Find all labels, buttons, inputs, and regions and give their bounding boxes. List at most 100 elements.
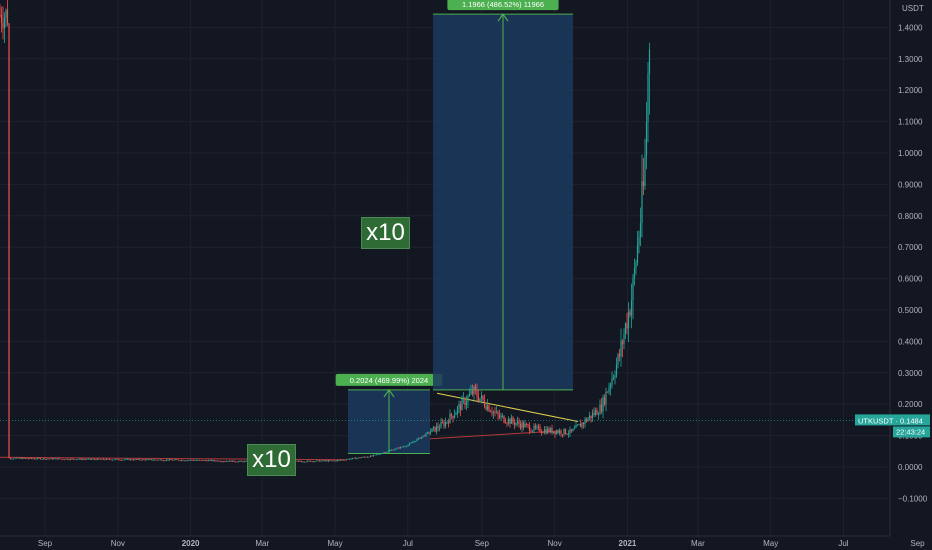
candle-body	[5, 9, 7, 18]
candle-body	[71, 458, 73, 460]
candle-body	[326, 460, 328, 462]
candle-body	[80, 458, 82, 460]
candle-body	[354, 457, 357, 459]
candle-body	[512, 417, 514, 422]
candle-body	[110, 459, 112, 461]
candle-body	[387, 450, 390, 452]
y-tick-label: 0.0000	[898, 463, 923, 472]
candle-body	[407, 444, 409, 447]
candle-body	[83, 459, 85, 460]
candle-body	[579, 423, 582, 427]
candle-body	[534, 425, 537, 428]
candle-body	[497, 411, 499, 415]
candle-body	[594, 410, 597, 415]
candle-body	[335, 460, 337, 462]
candle-body	[468, 393, 471, 397]
candle-body	[146, 459, 148, 461]
candle-body	[573, 428, 576, 430]
candle-body	[131, 459, 133, 461]
candle-body	[563, 428, 565, 435]
candle-body	[629, 311, 631, 316]
candle-body	[381, 452, 384, 454]
candle-body	[495, 411, 498, 413]
candle-body	[311, 461, 313, 463]
candle-body	[111, 459, 114, 461]
price-axis[interactable]: USDT 1.5000 1.4000 1.3000 1.2000 1.1000 1.0000…	[889, 0, 932, 550]
time-axis[interactable]: Sep Nov 2020 Mar May Jul Sep Nov 2021 Mar May Jul Se…	[0, 535, 925, 550]
candle-body	[450, 413, 453, 417]
candle-body	[537, 426, 540, 428]
candle-body	[356, 457, 358, 459]
candle-body	[171, 459, 174, 461]
candle-body	[195, 460, 198, 462]
y-tick-label: −0.1000	[898, 494, 928, 503]
candle-body	[96, 458, 99, 460]
candle-body	[62, 458, 64, 460]
price-axis-panel	[890, 0, 932, 550]
candle-body	[485, 406, 487, 410]
x-tick-label: Nov	[111, 539, 125, 548]
candle-body	[105, 458, 108, 460]
candle-body	[536, 426, 538, 428]
candle-body	[402, 446, 405, 448]
candle-body	[324, 460, 327, 462]
candle-body	[545, 429, 547, 434]
candle-body	[128, 458, 130, 461]
candle-body	[218, 460, 220, 462]
candle-body	[528, 425, 531, 432]
candle-body	[591, 412, 594, 419]
candle-body	[26, 458, 28, 460]
candle-body	[53, 458, 55, 460]
candle-body	[446, 421, 448, 423]
candle-body	[209, 460, 211, 461]
countdown-tag-bg	[893, 426, 930, 438]
candle-body	[404, 446, 406, 448]
candle-body	[212, 460, 214, 461]
candle-body	[617, 354, 619, 365]
candle-body	[305, 461, 307, 463]
candle-body	[161, 459, 163, 461]
candle-body	[137, 459, 139, 460]
candle-body	[6, 9, 9, 24]
candle-body	[233, 460, 235, 462]
candle-body	[299, 460, 301, 462]
candle-body	[39, 458, 42, 460]
candle-body	[522, 422, 525, 428]
candle-body	[183, 460, 186, 462]
candle-body	[129, 459, 132, 461]
candle-body	[530, 431, 532, 432]
candle-body	[57, 458, 60, 460]
candle-body	[474, 386, 477, 391]
y-tick-label: 1.5000	[898, 0, 923, 1]
candle-body	[578, 423, 580, 425]
candle-body	[542, 432, 544, 434]
time-axis-panel	[0, 536, 890, 550]
candle-body	[470, 390, 472, 394]
y-tick-label: 1.1000	[898, 118, 923, 127]
candle-body	[8, 23, 10, 459]
candle-body	[302, 461, 304, 463]
candle-body	[459, 404, 462, 411]
candle-body	[23, 457, 25, 459]
candle-body	[405, 446, 408, 447]
candle-body	[480, 395, 483, 399]
measure-small-label: 0.2024 (469.99%) 2024	[350, 376, 428, 385]
candle-body	[210, 460, 213, 461]
candle-body	[369, 455, 372, 457]
candle-body	[419, 437, 421, 439]
measure-tools[interactable]: 0.2024 (469.99%) 2024 1.1966 (486.52%) 11…	[335, 0, 573, 454]
candle-body	[437, 426, 439, 429]
candle-body	[435, 426, 438, 432]
measure-large-arrowhead-icon	[497, 13, 509, 22]
candle-body	[596, 410, 598, 415]
candle-body	[494, 411, 496, 413]
candle-body	[447, 421, 450, 424]
candle-body	[216, 460, 219, 462]
candle-body	[27, 458, 30, 460]
candle-body	[623, 333, 625, 344]
candle-body	[441, 422, 444, 423]
candle-body	[558, 430, 561, 433]
candle-body	[177, 459, 180, 461]
candle-body	[632, 278, 634, 301]
